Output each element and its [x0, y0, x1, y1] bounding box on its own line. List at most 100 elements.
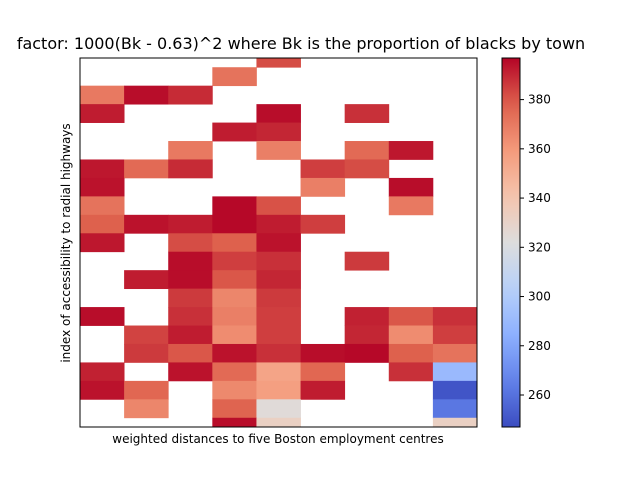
heatmap-cell — [212, 325, 257, 345]
colorbar-tick-label: 340 — [528, 191, 551, 205]
heatmap-cell — [300, 343, 346, 363]
heatmap-cell — [388, 343, 434, 363]
heatmap-cell — [124, 343, 169, 363]
colorbar-tick-label: 360 — [528, 142, 551, 156]
heatmap-cell — [212, 380, 257, 400]
heatmap-cell — [432, 380, 478, 400]
heatmap-cell — [388, 362, 434, 382]
colorbar-tick-label: 300 — [528, 290, 551, 304]
heatmap-cell — [256, 104, 301, 123]
heatmap-cell — [212, 343, 257, 363]
heatmap-cell — [300, 214, 346, 234]
heatmap-cell — [212, 307, 257, 326]
heatmap-cell — [256, 141, 301, 160]
heatmap-cell — [168, 214, 213, 234]
heatmap-cell — [124, 85, 169, 105]
heatmap-cell — [168, 159, 213, 179]
heatmap-cell — [80, 196, 125, 216]
heatmap-cell — [256, 343, 301, 363]
heatmap-cell — [256, 251, 301, 271]
heatmap-cell — [388, 307, 434, 326]
colorbar-tick-label: 320 — [528, 240, 551, 254]
heatmap-cell — [256, 362, 301, 382]
heatmap-cell — [256, 58, 301, 68]
heatmap-cell — [344, 104, 390, 123]
heatmap-cell — [432, 307, 478, 326]
heatmap-cell — [212, 67, 257, 87]
heatmap-cell — [256, 307, 301, 326]
heatmap-cell — [256, 417, 301, 428]
heatmap-cell — [124, 270, 169, 290]
heatmap-cell — [344, 159, 390, 179]
colorbar — [502, 58, 520, 427]
heatmap-cell — [212, 288, 257, 308]
heatmap-cell — [80, 380, 125, 400]
heatmap-cell — [168, 325, 213, 345]
heatmap-cell — [168, 85, 213, 105]
heatmap-cell — [432, 417, 478, 428]
heatmap-cell — [388, 325, 434, 345]
heatmap-cell — [168, 307, 213, 326]
heatmap-cell — [344, 343, 390, 363]
heatmap-cell — [300, 177, 346, 197]
plot-frame — [79, 57, 478, 428]
heatmap-cell — [80, 307, 125, 326]
heatmap-cell — [432, 399, 478, 419]
heatmap-cell — [212, 233, 257, 253]
heatmap-cells — [80, 58, 478, 428]
heatmap-cell — [168, 270, 213, 290]
heatmap-cell — [344, 307, 390, 326]
colorbar-ticks: 260 280 300 320 340 360 380 — [520, 93, 551, 402]
heatmap-cell — [256, 325, 301, 345]
y-axis-label: index of accessibility to radial highway… — [59, 123, 73, 362]
heatmap-cell — [212, 122, 257, 142]
heatmap-cell — [212, 362, 257, 382]
heatmap-cell — [344, 325, 390, 345]
heatmap-cell — [256, 288, 301, 308]
heatmap-cell — [168, 233, 213, 253]
heatmap-cell — [124, 325, 169, 345]
heatmap-cell — [80, 85, 125, 105]
heatmap-cell — [256, 380, 301, 400]
heatmap-cell — [256, 399, 301, 419]
heatmap-cell — [212, 214, 257, 234]
heatmap-cell — [432, 343, 478, 363]
heatmap-cell — [432, 362, 478, 382]
heatmap-cell — [300, 380, 346, 400]
heatmap-cell — [432, 325, 478, 345]
heatmap-cell — [212, 270, 257, 290]
heatmap-cell — [388, 177, 434, 197]
heatmap-cell — [168, 251, 213, 271]
heatmap-cell — [300, 159, 346, 179]
heatmap-cell — [168, 362, 213, 382]
x-axis-label: weighted distances to five Boston employ… — [112, 432, 443, 446]
heatmap-cell — [80, 104, 125, 123]
heatmap-cell — [212, 399, 257, 419]
colorbar-tick-label: 280 — [528, 339, 551, 353]
heatmap-cell — [212, 417, 257, 428]
heatmap-cell — [80, 214, 125, 234]
heatmap-cell — [168, 343, 213, 363]
heatmap-cell — [124, 380, 169, 400]
colorbar-tick-label: 380 — [528, 93, 551, 107]
heatmap-cell — [80, 362, 125, 382]
heatmap-cell — [256, 270, 301, 290]
heatmap-cell — [212, 196, 257, 216]
chart-title: factor: 1000(Bk - 0.63)^2 where Bk is th… — [17, 34, 585, 53]
heatmap-cell — [168, 141, 213, 160]
heatmap-cell — [212, 251, 257, 271]
heatmap-cell — [256, 214, 301, 234]
heatmap-cell — [168, 288, 213, 308]
heatmap-cell — [344, 251, 390, 271]
heatmap-cell — [124, 399, 169, 419]
heatmap-cell — [300, 362, 346, 382]
heatmap-cell — [256, 233, 301, 253]
heatmap-cell — [80, 159, 125, 179]
heatmap-cell — [256, 196, 301, 216]
heatmap-cell — [80, 177, 125, 197]
heatmap-cell — [344, 141, 390, 160]
heatmap-cell — [256, 122, 301, 142]
heatmap-cell — [124, 214, 169, 234]
colorbar-tick-label: 260 — [528, 388, 551, 402]
